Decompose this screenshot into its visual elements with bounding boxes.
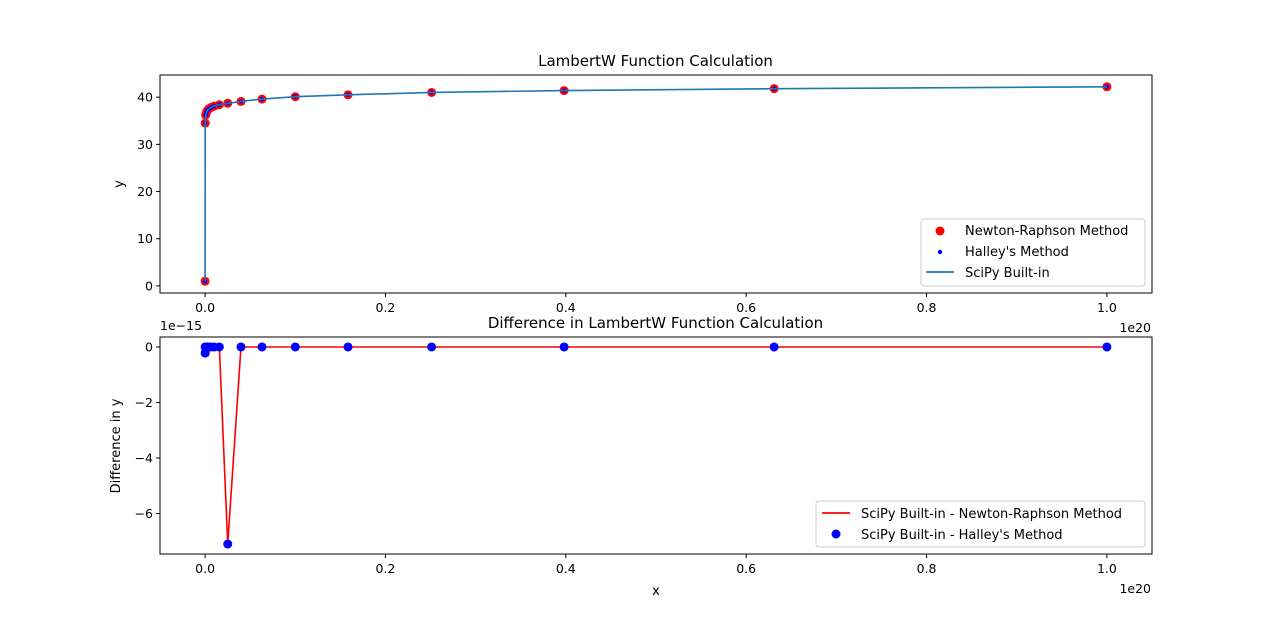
bottom-x-tick-label: 0.8 xyxy=(917,561,937,576)
top-x-tick-label: 0.8 xyxy=(917,300,937,315)
top-axes-frame xyxy=(159,74,1153,294)
diff-halley-point xyxy=(257,342,267,352)
bottom-x-tick-label: 0.2 xyxy=(376,561,396,576)
bottom-x-tick-label: 0.6 xyxy=(736,561,756,576)
bottom-legend-box xyxy=(815,500,1146,548)
bottom-subplot: Difference in LambertW Function Calculat… xyxy=(109,314,1153,599)
top-x-tick-label: 0.4 xyxy=(556,300,576,315)
top-x-tick-label: 1.0 xyxy=(1097,300,1117,315)
diff-halley-point xyxy=(427,342,437,352)
top-legend-box xyxy=(920,218,1146,287)
legend-label-halley: Halley's Method xyxy=(965,245,1069,260)
diff-halley-point xyxy=(290,342,300,352)
legend-marker-halley xyxy=(937,249,943,255)
top-y-tick-label: 10 xyxy=(137,231,153,246)
legend-label-scipy: SciPy Built-in xyxy=(965,266,1050,281)
top-subplot: LambertW Function Calculation y 1e20 0.0… xyxy=(112,52,1153,335)
top-y-tick-label: 30 xyxy=(137,137,153,152)
bottom-x-offset-label: 1e20 xyxy=(1119,581,1151,596)
top-x-tick-label: 0.6 xyxy=(736,300,756,315)
bottom-y-tick-label: 0 xyxy=(145,339,153,354)
top-y-tick-label: 0 xyxy=(145,278,153,293)
bottom-y-tick-label: −2 xyxy=(135,395,153,410)
bottom-x-tick-label: 0.4 xyxy=(556,561,576,576)
top-plot-area: 0.0 0.2 0.4 0.6 0.8 1.0 0 10 20 30 40 xyxy=(137,82,1117,315)
diff-halley-point xyxy=(343,342,353,352)
scipy-line xyxy=(204,86,1107,282)
bottom-axes-frame xyxy=(159,336,1153,555)
diff-halley-point xyxy=(1102,342,1112,352)
bottom-legend: SciPy Built-in - Newton-Raphson Method S… xyxy=(815,500,1146,548)
bottom-y-tick-label: −6 xyxy=(135,506,153,521)
top-x-tick-label: 0.0 xyxy=(195,300,215,315)
top-y-tick-label: 20 xyxy=(137,184,153,199)
diff-halley-point xyxy=(559,342,569,352)
legend-label-diff-newton: SciPy Built-in - Newton-Raphson Method xyxy=(861,507,1122,522)
top-x-tick-label: 0.2 xyxy=(376,300,396,315)
bottom-plot-area: 0.0 0.2 0.4 0.6 0.8 1.0 −6 −4 −2 0 xyxy=(135,339,1117,576)
diff-halley-point xyxy=(769,342,779,352)
top-y-axis-label: y xyxy=(112,180,127,188)
bottom-x-axis-label: x xyxy=(652,584,660,599)
top-y-tick-label: 40 xyxy=(137,90,153,105)
top-chart-title: LambertW Function Calculation xyxy=(538,52,773,70)
bottom-y-tick-label: −4 xyxy=(135,450,153,465)
bottom-x-tick-label: 1.0 xyxy=(1097,561,1117,576)
diff-halley-point xyxy=(214,342,224,352)
halley-point xyxy=(202,279,208,284)
diff-halley-point xyxy=(236,342,246,352)
bottom-y-axis-label: Difference in y xyxy=(109,398,124,493)
bottom-y-offset-label: 1e−15 xyxy=(160,318,202,333)
legend-label-newton: Newton-Raphson Method xyxy=(965,224,1128,239)
legend-label-diff-halley: SciPy Built-in - Halley's Method xyxy=(861,528,1063,543)
top-x-offset-label: 1e20 xyxy=(1119,320,1151,335)
diff-halley-point xyxy=(223,539,233,549)
top-legend: Newton-Raphson Method Halley's Method Sc… xyxy=(920,218,1146,287)
bottom-chart-title: Difference in LambertW Function Calculat… xyxy=(488,314,823,332)
bottom-x-tick-label: 0.0 xyxy=(195,561,215,576)
legend-marker-newton xyxy=(935,226,945,236)
legend-marker-diff-halley xyxy=(831,529,841,539)
